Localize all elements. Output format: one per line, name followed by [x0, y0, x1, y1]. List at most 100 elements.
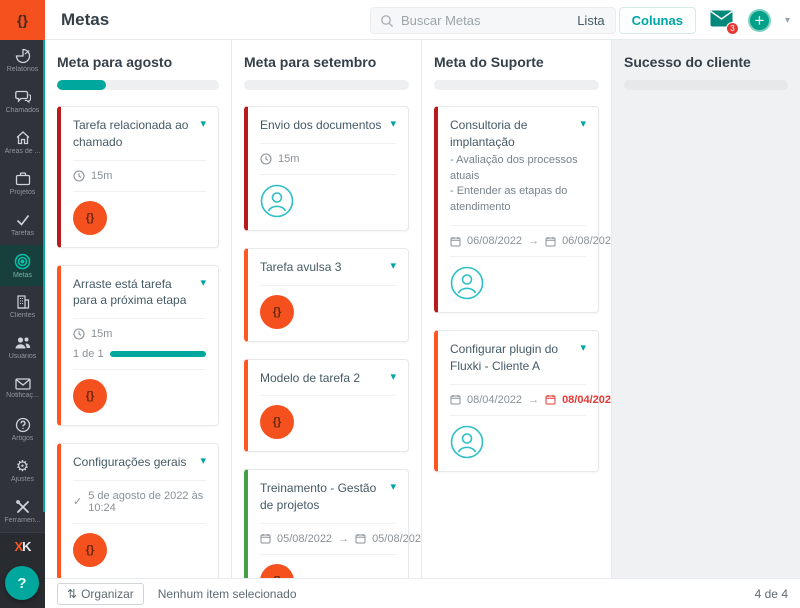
colunas-button[interactable]: Colunas [618, 6, 696, 34]
chevron-down-icon[interactable]: ▾ [390, 370, 396, 383]
sidebar-item-areas[interactable]: Áreas de ... [0, 122, 45, 163]
column-title: Sucesso do cliente [624, 54, 751, 70]
avatar[interactable]: {} [260, 294, 294, 329]
date-range: 05/08/2022 → 05/08/2022 [260, 533, 421, 545]
gear-icon: ⚙ [15, 457, 30, 475]
bottom-bar: ⇅ Organizar Nenhum item selecionado 4 de… [45, 578, 800, 608]
search-input[interactable] [401, 13, 606, 28]
person-avatar[interactable] [450, 266, 484, 300]
sidebar-item-projetos[interactable]: Projetos [0, 163, 45, 204]
envelope-icon [710, 10, 734, 27]
sidebar-item-artigos[interactable]: Artigos [0, 409, 45, 450]
sidebar-scrollbar[interactable] [43, 40, 45, 512]
top-bar: {} Metas Lista Colunas 3 + ▾ [0, 0, 800, 40]
home-icon [15, 130, 31, 146]
sidebar-item-tarefas[interactable]: Tarefas [0, 204, 45, 245]
card-title: Tarefa relacionada ao chamado [73, 118, 189, 149]
clock-icon [73, 170, 85, 182]
card-treinamento[interactable]: Treinamento - Gestão de projetos ▾ 05/08… [244, 469, 421, 578]
chevron-down-icon[interactable]: ▾ [580, 342, 586, 355]
avatar[interactable]: {} [260, 405, 294, 440]
card-title: Configurar plugin do Fluxki - Cliente A [450, 342, 559, 374]
card-configurar-plugin[interactable]: Configurar plugin do Fluxki - Cliente A … [434, 330, 611, 472]
subtask-progress: 1 de 1 [73, 348, 206, 360]
calendar-icon [450, 394, 461, 405]
sidebar-footer: XK ? [0, 532, 45, 608]
chevron-down-icon[interactable]: ▾ [390, 118, 396, 130]
selection-status: Nenhum item selecionado [157, 586, 297, 601]
card-arraste-tarefa[interactable]: Arraste está tarefa para a próxima etapa… [57, 264, 219, 427]
sidebar-item-ajustes[interactable]: ⚙ Ajustes [11, 457, 34, 483]
sidebar-item-chamados[interactable]: Chamados [0, 81, 45, 122]
check-icon: ✓ [73, 496, 83, 509]
avatar[interactable]: {} [73, 532, 107, 567]
date-range: 06/08/2022 → 06/08/2022 [450, 235, 611, 247]
card-tarefa-avulsa-3[interactable]: Tarefa avulsa 3 ▾ {} [244, 247, 409, 342]
person-avatar[interactable] [260, 184, 294, 218]
app-logo[interactable]: {} [0, 0, 45, 40]
card-envio-documentos[interactable]: Envio dos documentos ▾ 15m [244, 106, 409, 231]
fluxki-logo: XK [14, 539, 31, 554]
avatar[interactable]: {} [73, 379, 107, 414]
clock-icon [73, 328, 85, 340]
pie-chart-icon [15, 48, 31, 64]
users-icon [14, 335, 31, 351]
column-progress-bar [57, 80, 219, 90]
chevron-down-icon[interactable]: ▾ [390, 259, 396, 272]
organize-button[interactable]: ⇅ Organizar [57, 582, 144, 605]
card-modelo-tarefa-2[interactable]: Modelo de tarefa 2 ▾ {} [244, 358, 409, 453]
sidebar-item-notificacoes[interactable]: Notificaç... [0, 368, 45, 409]
drag-icon: ⇅ [67, 586, 78, 601]
column-progress-bar [624, 80, 788, 90]
calendar-icon [260, 533, 271, 544]
envelope-icon [14, 378, 31, 390]
time-estimate: 15m [260, 153, 396, 165]
column-title: Meta do Suporte [434, 54, 544, 70]
card-configuracoes-gerais[interactable]: Configurações gerais ▾ ✓ 5 de agosto de … [57, 443, 219, 578]
target-icon [14, 253, 31, 270]
chevron-down-icon[interactable]: ▾ [784, 14, 790, 26]
chevron-down-icon[interactable]: ▾ [200, 118, 206, 130]
search-bar[interactable] [370, 7, 616, 34]
chevron-down-icon[interactable]: ▾ [200, 455, 206, 468]
sidebar-item-usuarios[interactable]: Usuários [0, 327, 45, 368]
card-title: Tarefa avulsa 3 [260, 259, 342, 274]
column-meta-do-suporte: Meta do Suporte Consultoria de implantaç… [422, 40, 612, 578]
checkmark-icon [15, 212, 31, 228]
question-circle-icon [15, 417, 31, 433]
overdue-date: 08/04/2022 [545, 394, 611, 406]
card-title: Configurações gerais [73, 455, 187, 470]
sidebar-item-clientes[interactable]: Clientes [0, 286, 45, 327]
sidebar-item-metas[interactable]: Metas [0, 245, 45, 286]
avatar[interactable]: {} [73, 200, 107, 235]
avatar[interactable]: {} [260, 563, 294, 578]
chevron-down-icon[interactable]: ▾ [580, 118, 586, 130]
notification-badge: 3 [725, 22, 739, 35]
card-title: Envio dos documentos [260, 118, 382, 132]
help-button[interactable]: ? [5, 566, 39, 600]
column-progress-bar [434, 80, 599, 90]
column-title: Meta para setembro [244, 54, 377, 70]
calendar-icon [450, 236, 461, 247]
person-avatar[interactable] [450, 425, 484, 459]
add-button[interactable]: + [747, 8, 771, 32]
card-consultoria-implantacao[interactable]: Consultoria de implantação ▾ - Avaliação… [434, 106, 611, 314]
page-title: Metas [61, 10, 110, 29]
briefcase-icon [15, 171, 31, 187]
card-title: Consultoria de implantação [450, 118, 528, 149]
chevron-down-icon[interactable]: ▾ [200, 276, 206, 289]
lista-button[interactable]: Lista [577, 12, 605, 28]
sidebar-item-relatorios[interactable]: Relatórios [0, 40, 45, 81]
card-tarefa-relacionada[interactable]: Tarefa relacionada ao chamado ▾ 15m {} [57, 106, 219, 248]
date-range: 08/04/2022 → 08/04/2022 [450, 394, 611, 406]
chevron-down-icon[interactable]: ▾ [390, 481, 396, 494]
completed-date: ✓ 5 de agosto de 2022 às 10:24 [73, 489, 204, 514]
card-description: - Avaliação dos processos atuais - Enten… [450, 153, 578, 214]
column-progress-bar [244, 80, 409, 90]
sidebar-item-ferramentas[interactable]: Ferramen... [0, 491, 45, 532]
notifications-button[interactable]: 3 [710, 10, 739, 35]
chat-bubbles-icon [14, 89, 31, 105]
kanban-board: Meta para agosto Tarefa relacionada ao c… [45, 40, 800, 578]
column-title: Meta para agosto [57, 54, 173, 70]
column-meta-para-setembro: Meta para setembro Envio dos documentos … [232, 40, 422, 578]
